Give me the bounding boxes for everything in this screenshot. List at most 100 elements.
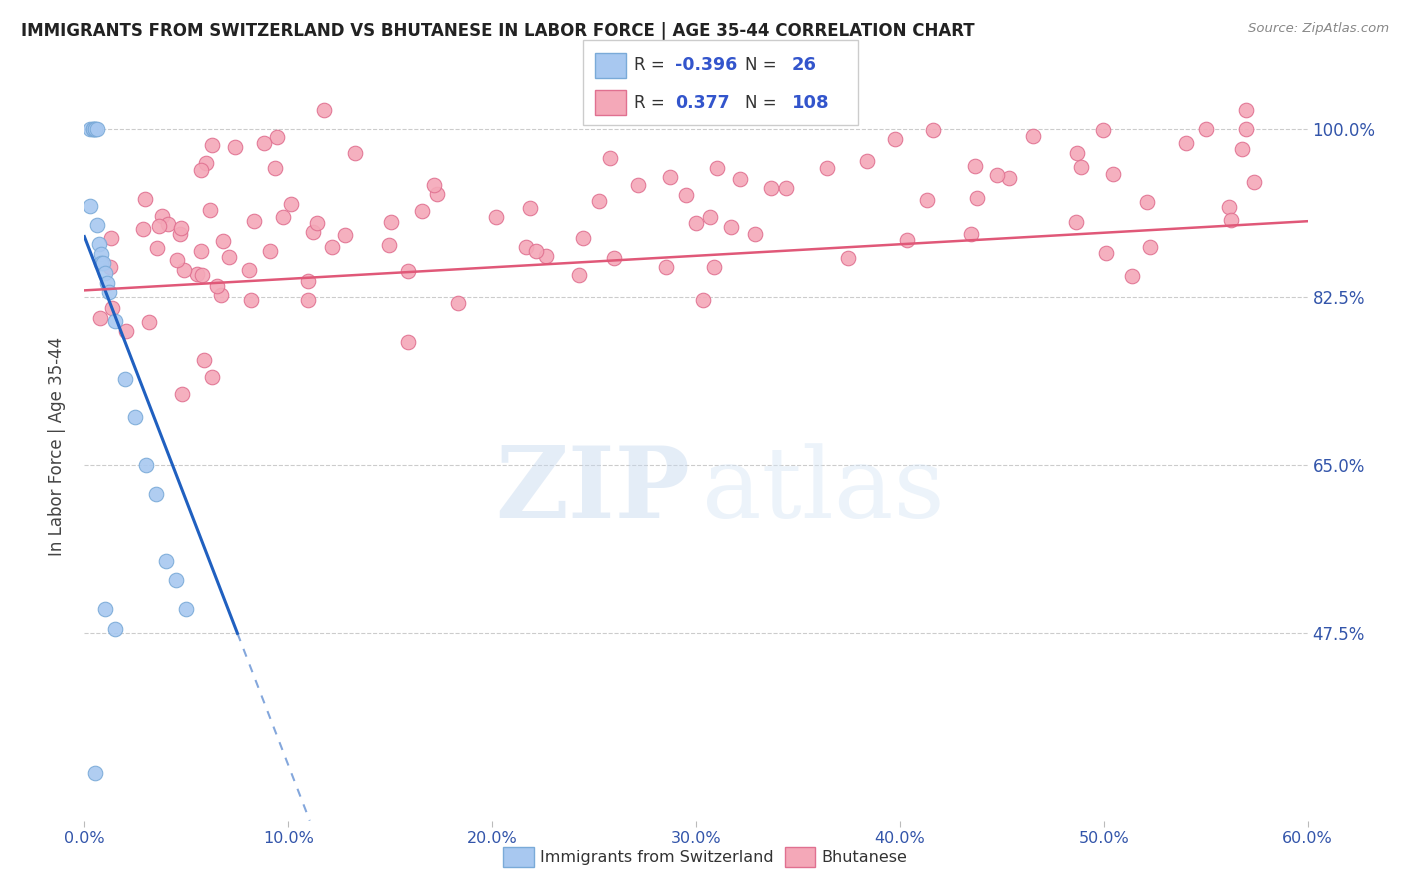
Text: atlas: atlas: [702, 443, 945, 539]
Point: [685, 216, 707, 230]
Point: [966, 191, 988, 205]
Point: [138, 315, 160, 329]
Point: [157, 217, 180, 231]
Point: [515, 240, 537, 254]
Point: [259, 244, 281, 259]
Point: [89, 311, 111, 326]
Text: 26: 26: [792, 56, 817, 74]
Point: [423, 178, 446, 192]
Point: [124, 410, 146, 425]
Point: [174, 602, 197, 616]
Point: [131, 221, 153, 235]
Point: [675, 188, 697, 202]
Point: [104, 622, 127, 636]
Point: [837, 251, 859, 265]
Point: [218, 250, 240, 264]
Point: [100, 231, 122, 245]
Point: [146, 241, 169, 255]
Point: [1094, 246, 1116, 260]
Point: [699, 211, 721, 225]
Point: [297, 293, 319, 308]
Point: [744, 227, 766, 242]
Point: [87, 237, 110, 252]
Point: [321, 240, 343, 254]
Point: [1136, 195, 1159, 210]
Text: -0.396: -0.396: [675, 56, 737, 74]
Point: [173, 262, 195, 277]
Point: [1066, 146, 1088, 161]
Point: [201, 370, 224, 384]
Point: [79, 122, 101, 136]
Point: [150, 209, 173, 223]
Point: [83, 122, 105, 136]
Point: [86, 122, 108, 136]
Point: [856, 154, 879, 169]
Point: [775, 181, 797, 195]
Point: [333, 228, 356, 243]
Point: [166, 252, 188, 267]
Point: [82, 122, 104, 136]
Point: [104, 314, 127, 328]
Point: [485, 211, 508, 225]
Point: [135, 458, 157, 473]
Point: [193, 352, 215, 367]
Point: [1219, 213, 1241, 227]
Point: [720, 220, 742, 235]
Point: [191, 268, 214, 282]
Point: [815, 161, 838, 175]
Point: [703, 260, 725, 274]
Point: [411, 203, 433, 218]
Point: [1175, 136, 1198, 151]
Point: [1022, 128, 1045, 143]
Point: [280, 197, 302, 211]
Point: [986, 168, 1008, 182]
Point: [82, 122, 104, 136]
Point: [101, 301, 124, 315]
Point: [212, 235, 235, 249]
Point: [238, 263, 260, 277]
Text: Immigrants from Switzerland: Immigrants from Switzerland: [540, 850, 773, 864]
Point: [380, 214, 402, 228]
Point: [588, 194, 610, 208]
Point: [921, 123, 943, 137]
Point: [155, 554, 177, 568]
Point: [297, 274, 319, 288]
Point: [965, 159, 987, 173]
Point: [1139, 240, 1161, 254]
Point: [1230, 142, 1253, 156]
Point: [1195, 122, 1218, 136]
Point: [83, 122, 105, 136]
Point: [195, 156, 218, 170]
Point: [91, 256, 114, 270]
Text: R =: R =: [634, 56, 671, 74]
Point: [170, 221, 193, 235]
Point: [224, 140, 246, 154]
Y-axis label: In Labor Force | Age 35-44: In Labor Force | Age 35-44: [48, 336, 66, 556]
Point: [209, 288, 232, 302]
Point: [145, 487, 167, 501]
Point: [960, 227, 983, 242]
Text: IMMIGRANTS FROM SWITZERLAND VS BHUTANESE IN LABOR FORCE | AGE 35-44 CORRELATION : IMMIGRANTS FROM SWITZERLAND VS BHUTANESE…: [21, 22, 974, 40]
Point: [883, 132, 905, 146]
Point: [1243, 175, 1265, 189]
Point: [1102, 167, 1125, 181]
Point: [568, 268, 591, 282]
Text: N =: N =: [745, 56, 782, 74]
Point: [446, 296, 468, 310]
Text: N =: N =: [745, 94, 782, 112]
Point: [79, 199, 101, 213]
Text: ZIP: ZIP: [495, 442, 690, 540]
Point: [302, 225, 325, 239]
Point: [398, 264, 420, 278]
Point: [253, 136, 276, 151]
Point: [83, 765, 105, 780]
Point: [190, 244, 212, 259]
Point: [170, 387, 193, 401]
Point: [728, 171, 751, 186]
Point: [1234, 103, 1257, 117]
Point: [759, 181, 782, 195]
Point: [998, 171, 1021, 186]
Point: [240, 293, 263, 307]
Point: [271, 210, 294, 224]
Point: [165, 574, 187, 588]
